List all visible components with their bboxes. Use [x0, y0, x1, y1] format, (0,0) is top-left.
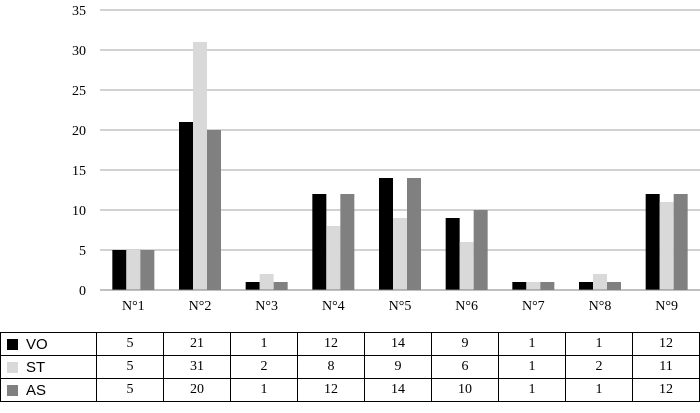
bar-vo-6 [445, 218, 460, 290]
table-cell: 14 [364, 332, 432, 356]
table-cell: 1 [230, 378, 298, 402]
table-cell: 5 [96, 355, 164, 379]
bar-vo-5 [379, 178, 393, 290]
bar-as-2 [207, 130, 221, 290]
x-tick-label: N°6 [455, 299, 478, 314]
table-cell: 12 [632, 378, 700, 402]
table-row: VO 5 21 1 12 14 9 1 1 12 [0, 332, 700, 356]
bar-vo-4 [312, 194, 327, 290]
table-cell: 12 [297, 378, 365, 402]
bar-as-6 [473, 210, 488, 290]
bar-vo-8 [579, 282, 593, 290]
x-tick-label: N°8 [589, 299, 612, 314]
table-cell: 1 [565, 332, 633, 356]
table-cell: 10 [431, 378, 499, 402]
bar-st-8 [593, 274, 607, 290]
bar-st-3 [259, 274, 274, 290]
table-cell: 5 [96, 332, 164, 356]
legend-entry: VO [0, 332, 97, 356]
bar-as-8 [607, 282, 621, 290]
x-tick-label: N°4 [322, 299, 345, 314]
bar-st-5 [393, 218, 407, 290]
table-cell: 31 [163, 355, 231, 379]
y-tick-label: 30 [72, 44, 86, 59]
x-tick-label: N°5 [389, 299, 412, 314]
bar-as-5 [407, 178, 421, 290]
bar-vo-2 [179, 122, 193, 290]
table-cell: 1 [498, 332, 566, 356]
x-tick-label: N°9 [655, 299, 678, 314]
bar-st-1 [126, 250, 141, 290]
legend-entry: AS [0, 378, 97, 402]
table-cell: 12 [632, 332, 700, 356]
y-tick-label: 35 [72, 4, 86, 19]
y-tick-label: 0 [79, 284, 86, 299]
legend-swatch [7, 384, 18, 396]
y-tick-label: 20 [72, 124, 86, 139]
x-tick-label: N°1 [122, 299, 145, 314]
bar-st-2 [193, 42, 207, 290]
table-cell: 12 [297, 332, 365, 356]
legend-entry: ST [0, 355, 97, 379]
table-cell: 1 [565, 378, 633, 402]
table-cell: 9 [364, 355, 432, 379]
bar-vo-3 [245, 282, 260, 290]
table-row: ST 5 31 2 8 9 6 1 2 11 [0, 355, 700, 379]
x-tick-label: N°3 [255, 299, 278, 314]
bar-vo-9 [645, 194, 660, 290]
table-cell: 21 [163, 332, 231, 356]
table-cell: 14 [364, 378, 432, 402]
y-tick-label: 15 [72, 164, 86, 179]
series-name: AS [26, 381, 47, 399]
bar-as-1 [140, 250, 155, 290]
series-name: ST [26, 358, 46, 376]
table-cell: 20 [163, 378, 231, 402]
bar-as-7 [540, 282, 555, 290]
bar-as-4 [340, 194, 355, 290]
table-cell: 1 [498, 378, 566, 402]
bar-st-6 [459, 242, 474, 290]
table-cell: 2 [565, 355, 633, 379]
y-tick-label: 25 [72, 84, 86, 99]
y-axis-ticks: 0 5 10 15 20 25 30 35 [72, 4, 86, 299]
bar-st-4 [326, 226, 341, 290]
x-tick-label: N°7 [522, 299, 545, 314]
table-cell: 5 [96, 378, 164, 402]
table-cell: 9 [431, 332, 499, 356]
bar-as-9 [673, 194, 688, 290]
bar-vo-1 [112, 250, 127, 290]
bar-vo-7 [512, 282, 527, 290]
y-tick-label: 10 [72, 204, 86, 219]
bar-as-3 [273, 282, 288, 290]
table-cell: 11 [632, 355, 700, 379]
legend-swatch [7, 338, 18, 350]
table-cell: 8 [297, 355, 365, 379]
bar-st-7 [526, 282, 541, 290]
table-cell: 6 [431, 355, 499, 379]
legend-swatch [7, 361, 18, 373]
x-tick-label: N°2 [189, 299, 212, 314]
table-cell: 1 [230, 332, 298, 356]
bars [112, 42, 688, 290]
x-axis-ticks: N°1 N°2 N°3 N°4 N°5 N°6 N°7 N°8 N°9 [122, 299, 678, 314]
data-table: VO 5 21 1 12 14 9 1 1 12 ST 5 31 2 8 9 6 1 2 11 AS 5 20 1 12 14 10… [0, 332, 700, 402]
table-row: AS 5 20 1 12 14 10 1 1 12 [0, 378, 700, 402]
series-name: VO [26, 335, 48, 353]
bar-st-9 [659, 202, 674, 290]
table-cell: 1 [498, 355, 566, 379]
y-tick-label: 5 [79, 244, 86, 259]
table-cell: 2 [230, 355, 298, 379]
